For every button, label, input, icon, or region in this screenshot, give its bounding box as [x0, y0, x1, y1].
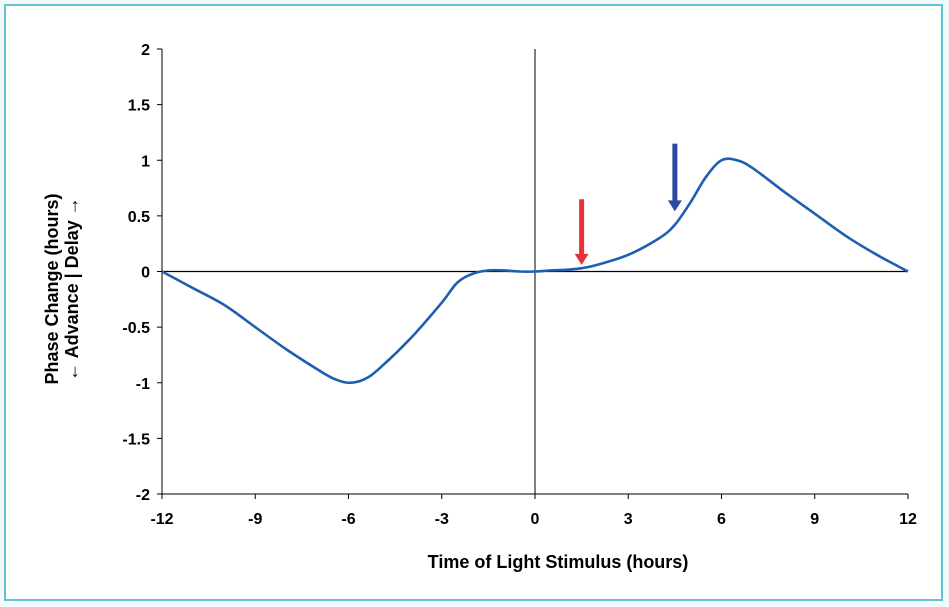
y-tick-label: -2: [136, 487, 150, 504]
x-tick-label: -3: [435, 511, 449, 528]
x-tick-label: -9: [248, 511, 262, 528]
y-tick-label: -0.5: [122, 320, 150, 337]
x-tick-label: 6: [717, 511, 726, 528]
y-axis-title-line-1: Phase Change (hours): [42, 193, 62, 384]
x-tick-label: -6: [341, 511, 355, 528]
y-tick-label: 0.5: [128, 209, 150, 226]
y-axis-title-line-2: ← Advance | Delay →: [62, 197, 82, 380]
axes: [157, 48, 909, 499]
x-tick-label: 0: [531, 511, 540, 528]
y-tick-label: 2: [141, 42, 150, 59]
y-tick-label: 1: [141, 153, 150, 170]
series-layer: [161, 157, 909, 385]
y-tick-label: -1.5: [122, 431, 150, 448]
x-tick-label: 3: [624, 511, 633, 528]
y-tick-label: 1.5: [128, 98, 150, 115]
series-line: [161, 157, 909, 385]
x-tick-label: 12: [899, 511, 917, 528]
x-tick-label: 9: [810, 511, 819, 528]
x-tick-label: -12: [150, 511, 173, 528]
blue-arrow: [667, 143, 682, 212]
chart-frame: -2 -1.5 -1 -0.5 0 0.5 1 1.5 2 -12 -9 -6 -3 0 3 6 9 12 Tim…: [4, 4, 943, 601]
arrow-head: [574, 253, 589, 265]
marker-layer: [574, 143, 682, 265]
arrow-head: [667, 200, 682, 212]
chart-svg: -2 -1.5 -1 -0.5 0 0.5 1 1.5 2 -12 -9 -6 -3 0 3 6 9 12 Tim…: [42, 42, 917, 572]
x-axis-title: Time of Light Stimulus (hours): [428, 552, 689, 572]
tick-labels: -2 -1.5 -1 -0.5 0 0.5 1 1.5 2 -12 -9 -6 -3 0 3 6 9 12: [122, 42, 917, 528]
y-tick-label: 0: [141, 265, 150, 282]
red-arrow: [574, 199, 589, 265]
y-tick-label: -1: [136, 376, 150, 393]
